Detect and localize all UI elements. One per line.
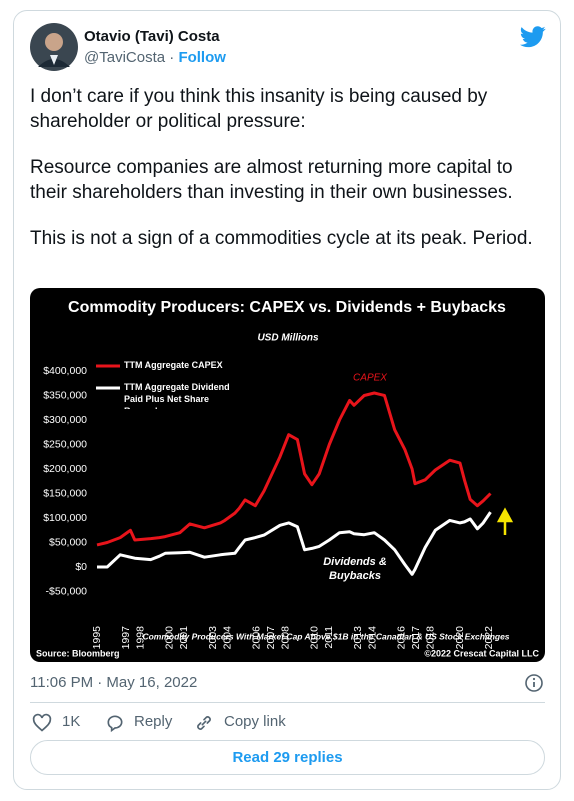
- author-name[interactable]: Otavio (Tavi) Costa: [84, 28, 220, 45]
- chart-source: Source: Bloomberg: [36, 648, 120, 658]
- annotation-box: Dividends & Buybacks: [323, 556, 387, 582]
- reply-icon[interactable]: [105, 713, 125, 733]
- x-tick-label: 2011: [323, 626, 335, 649]
- x-tick-label: 2006: [251, 626, 263, 650]
- x-tick-label: 2003: [207, 626, 219, 650]
- like-count[interactable]: 1K: [62, 713, 81, 730]
- tweet-paragraph: Resource companies are almost returning …: [30, 157, 513, 203]
- x-tick-label: 2016: [396, 626, 408, 650]
- x-tick-label: 2014: [367, 626, 379, 650]
- chart-background: [30, 288, 545, 662]
- legend-label: TTM Aggregate CAPEX: [124, 360, 223, 370]
- chart-title: Commodity Producers: CAPEX vs. Dividends…: [68, 299, 506, 316]
- x-tick-label: 1995: [91, 626, 103, 650]
- yellow-arrow: [496, 507, 514, 535]
- capex-annotation: CAPEX: [353, 373, 387, 384]
- x-tick-label: 1997: [120, 626, 132, 650]
- follow-button[interactable]: Follow: [178, 49, 226, 66]
- x-tick-label: 2008: [280, 626, 292, 650]
- dividends-annotation: Dividends & Buybacks: [323, 556, 387, 582]
- tweet-text: I don’t care if you think this insanity …: [30, 84, 550, 272]
- series-line: [96, 391, 492, 547]
- tweet-paragraph: This is not a sign of a commodities cycl…: [30, 228, 533, 249]
- avatar[interactable]: [30, 23, 78, 71]
- link-icon[interactable]: [194, 713, 214, 733]
- x-tick-label: 2010: [309, 626, 321, 650]
- tweet-card: [13, 10, 561, 790]
- x-tick-label: 2013: [352, 626, 364, 650]
- x-tick-label: 2007: [265, 626, 277, 650]
- copy-link-button[interactable]: Copy link: [224, 713, 286, 730]
- y-tick-label: $100,000: [43, 512, 87, 524]
- x-tick-label: 2000: [163, 626, 175, 650]
- y-tick-label: $0: [75, 561, 87, 573]
- series-line: [97, 511, 492, 576]
- legend-entry: TTM Aggregate CAPEX: [124, 360, 223, 370]
- chart-copyright: ©2022 Crescat Capital LLC: [424, 648, 539, 658]
- legend-label: TTM Aggregate Dividend Paid Plus Net Sha…: [124, 382, 230, 409]
- y-tick-label: $150,000: [43, 487, 87, 499]
- x-tick-label: 2022: [483, 626, 495, 650]
- chart-image: Commodity Producers: CAPEX vs. Dividends…: [30, 288, 545, 662]
- twitter-logo[interactable]: [520, 26, 546, 48]
- legend-entry: TTM Aggregate Dividend Paid Plus Net Sha…: [124, 382, 230, 409]
- read-replies-button[interactable]: Read 29 replies: [30, 740, 545, 775]
- x-tick-label: 2017: [410, 626, 422, 650]
- timestamp[interactable]: 11:06 PM · May 16, 2022: [30, 674, 198, 691]
- x-tick-label: 2004: [221, 626, 233, 650]
- divider: [30, 702, 545, 703]
- separator: ·: [169, 49, 175, 66]
- reply-button[interactable]: Reply: [134, 713, 173, 730]
- chart-footnote: Commodity Producers With Market Cap Abov…: [142, 631, 509, 641]
- info-icon[interactable]: [524, 673, 544, 693]
- tweet-paragraph: I don’t care if you think this insanity …: [30, 86, 488, 132]
- x-tick-label: 2018: [425, 626, 437, 650]
- y-tick-label: $350,000: [43, 389, 87, 401]
- y-tick-label: -$50,000: [46, 585, 88, 597]
- x-tick-label: 2020: [454, 626, 466, 650]
- y-tick-label: $400,000: [43, 365, 87, 377]
- y-tick-label: $50,000: [49, 536, 87, 548]
- y-tick-label: $300,000: [43, 414, 87, 426]
- author-line: @TaviCosta · Follow: [84, 49, 226, 66]
- chart-subtitle: USD Millions: [257, 333, 319, 344]
- y-tick-label: $200,000: [43, 463, 87, 475]
- y-tick-label: $250,000: [43, 438, 87, 450]
- handle[interactable]: @TaviCosta: [84, 49, 166, 66]
- x-tick-label: 1998: [134, 626, 146, 650]
- x-tick-label: 2001: [178, 626, 190, 650]
- like-icon[interactable]: [32, 713, 52, 733]
